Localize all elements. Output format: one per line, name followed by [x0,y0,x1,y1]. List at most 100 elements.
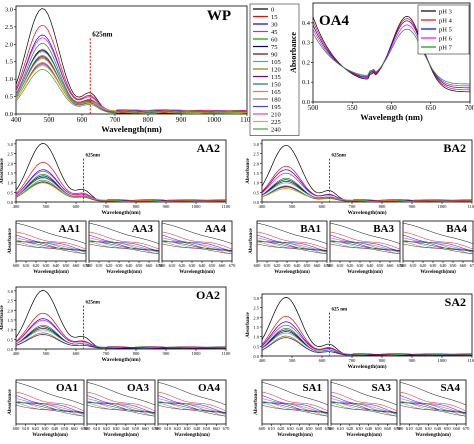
x-axis-label: Wavelength(nm) [277,433,313,438]
x-tick-label: 660 [384,426,392,431]
panel-sa2-11: SA2 400 500 600 700 800 900 1000 1100 Wavelength(… [246,293,474,370]
series-line-9 [329,243,401,255]
x-tick-label: 670 [229,263,237,268]
x-axis-label: Wavelength(nm) [101,209,140,216]
y-tick-label: 0.1 [302,79,310,86]
series-line-8 [157,402,227,417]
series-line-9 [15,243,87,255]
x-tick-label: 900 [409,204,417,209]
series-line-7 [261,332,472,356]
series-line-0 [399,381,467,406]
annotation-label: 625nm [332,154,347,159]
annotation-label: 625nm [92,30,112,38]
x-tick-label: 1100 [468,358,474,363]
series-line-8 [402,241,474,255]
series-line-10 [15,181,226,202]
legend-entry: pH 4 [439,18,453,25]
x-tick-label: 1100 [240,116,254,124]
x-tick-label: 600 [73,204,81,209]
x-tick-label: 700 [103,351,111,356]
series-line-9 [261,337,473,356]
series-line-2 [399,395,467,414]
x-axis-label: Wavelength(nm) [179,270,215,275]
series-line-8 [399,402,467,417]
series-line-8 [329,241,401,255]
x-axis-label: Wavelength(nm) [33,270,69,275]
legend-entry: pH 5 [439,27,452,34]
series-line-6 [15,327,226,349]
x-tick-label: 640 [122,426,130,431]
x-tick-label: 620 [32,426,40,431]
series-line-1 [157,391,227,412]
x-axis-label: Wavelength(nm) [274,270,310,275]
x-tick-label: 640 [434,426,442,431]
x-tick-label: 640 [51,426,59,431]
x-tick-label: 650 [61,426,69,431]
panel-ba2-3: BA2 400 500 600 700 800 900 1000 1100 Wavelength(… [246,139,474,216]
series-line-8 [15,241,87,255]
y-tick-label: 0.5 [253,344,259,349]
y-axis-label: Absorbance [8,388,13,414]
x-tick-label: 620 [174,426,182,431]
legend-entry: pH 7 [439,45,453,52]
x-tick-label: 660 [460,263,468,268]
x-tick-label: 640 [126,263,134,268]
x-tick-label: 610 [93,426,101,431]
series-line-10 [15,57,248,114]
legend-entry: 30 [271,22,278,29]
series-line-16 [15,69,247,114]
x-axis-label: Wavelength(nm) [103,433,139,438]
x-tick-label: 610 [23,263,31,268]
series-line-2 [88,234,160,252]
x-tick-label: 660 [314,263,322,268]
x-axis-label: Wavelength(nm) [347,363,386,370]
series-line-9 [15,405,85,417]
x-tick-label: 700 [349,204,357,209]
panel-ba4-9: BA4600610620630640650660670Wavelength(nm… [400,220,474,275]
annotation-label: 625 nm [332,308,349,313]
series-line-1 [402,231,474,250]
x-tick-label: 610 [264,263,272,268]
plot-frame [15,5,248,115]
legend-entry: 45 [271,29,278,36]
series-line-9 [161,243,233,255]
y-tick-label: 2.0 [7,308,13,313]
plot-frame [15,286,227,350]
series-line-0 [86,381,156,406]
series-line-6 [261,331,472,356]
y-tick-label: 2.5 [253,152,259,157]
annotation-label: 625nm [86,154,101,159]
x-tick-label: 660 [315,426,323,431]
x-tick-label: 610 [268,426,276,431]
x-tick-label: 630 [189,263,197,268]
x-tick-label: 610 [164,426,172,431]
x-tick-label: 620 [33,263,41,268]
y-tick-label: 0.0 [253,354,259,359]
x-axis-label: Wavelength(nm) [101,356,140,363]
series-line-3 [329,237,401,252]
x-tick-label: 650 [132,426,140,431]
series-line-7 [15,329,226,349]
y-axis-label: Absorbance [246,157,251,183]
x-tick-label: 640 [294,263,302,268]
x-tick-label: 600 [84,426,92,431]
x-tick-label: 670 [223,426,231,431]
y-tick-label: 3.0 [7,289,13,294]
x-tick-label: 620 [179,263,187,268]
x-tick-label: 650 [444,426,452,431]
series-line-9 [330,405,398,417]
series-line-2 [15,395,85,414]
x-axis-label: Wavelength(nm) [174,433,210,438]
x-tick-label: 650 [209,263,217,268]
series-line-1 [88,231,160,250]
x-tick-label: 900 [409,358,417,363]
x-tick-label: 660 [146,263,154,268]
x-tick-label: 670 [156,263,164,268]
panel-title: BA4 [446,223,467,235]
